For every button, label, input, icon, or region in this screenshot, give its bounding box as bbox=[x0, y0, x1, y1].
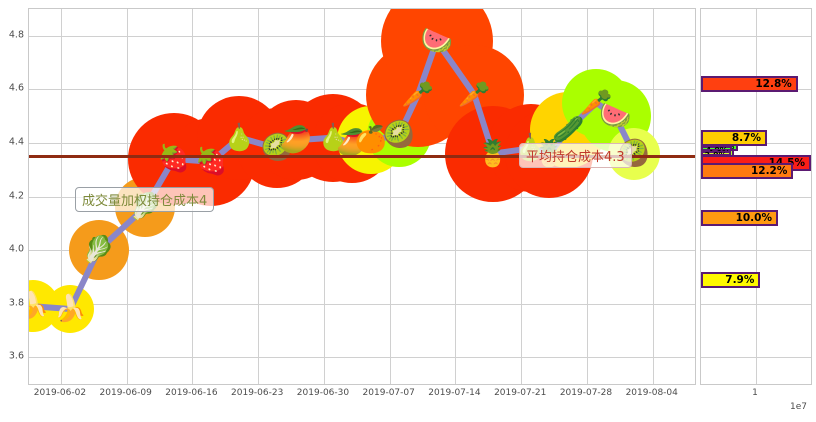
volume-bar: 12.8% bbox=[701, 76, 798, 92]
fruit-marker-mango: 🥭 bbox=[279, 125, 312, 156]
y-tick-label: 3.6 bbox=[8, 350, 24, 362]
volume-bar: 10.0% bbox=[701, 209, 778, 226]
annotation-weighted-cost: 成交量加权持仓成本4 bbox=[75, 187, 215, 212]
fruit-marker-mango: 🥭 bbox=[335, 127, 369, 158]
x-tick-label: 2019-06-30 bbox=[296, 388, 350, 398]
x-tick-label: 2019-07-28 bbox=[559, 388, 613, 398]
volume-axis-exponent: 1e7 bbox=[790, 402, 807, 412]
x-tick-label: 2019-07-14 bbox=[428, 388, 481, 398]
fruit-marker-strawberry: 🍓 bbox=[195, 146, 228, 177]
y-tick-label: 3.8 bbox=[8, 297, 24, 309]
fruit-marker-cucumber: 🥒 bbox=[552, 114, 585, 145]
volume-bar-label: 12.2% bbox=[750, 165, 788, 178]
gridline-v bbox=[652, 9, 654, 384]
gridline-h bbox=[29, 303, 695, 305]
y-tick-label: 4.6 bbox=[8, 82, 24, 94]
volume-bar-label: 7.9% bbox=[725, 273, 755, 286]
fruit-marker-pear: 🍐 bbox=[223, 122, 256, 153]
price-path bbox=[29, 38, 637, 312]
fruit-marker-radish: 🥬 bbox=[82, 235, 115, 266]
gridline-v bbox=[586, 9, 588, 384]
fruit-marker-carrot: 🥕 bbox=[458, 79, 491, 110]
fruit-marker-pineapple: 🍍 bbox=[476, 138, 510, 169]
volume-bar: 8.7% bbox=[701, 129, 767, 146]
gridline-h bbox=[29, 35, 695, 37]
y-tick-label: 4.4 bbox=[8, 136, 24, 148]
gridline-v bbox=[323, 9, 325, 384]
gridline-v bbox=[258, 9, 260, 384]
x-tick-label: 2019-06-23 bbox=[231, 388, 284, 398]
volume-bar: 12.2% bbox=[701, 163, 794, 180]
x-tick-label: 2019-07-21 bbox=[494, 388, 547, 398]
volume-bar-label: 8.7% bbox=[731, 131, 761, 144]
volume-distribution-panel: 12.8%8.7%4.9%4.0%4.0%3.9%3.8%14.5%12.2%1… bbox=[700, 8, 812, 385]
cost-line bbox=[29, 155, 695, 159]
gridline-h bbox=[29, 357, 695, 359]
fruit-marker-watermelon: 🍉 bbox=[598, 101, 632, 132]
y-tick-label: 4.8 bbox=[8, 29, 24, 41]
fruit-marker-watermelon-slice: 🍉 bbox=[420, 26, 453, 57]
annotation-average-cost: 平均持仓成本4.3 bbox=[519, 143, 632, 168]
gridline-h bbox=[29, 196, 695, 198]
price-plot-area: 🍌🍌🥬🥬🍓🍓🍐🥝🥭🍐🥭🍊🥝🥕🍉🥕🍍🍐🍍🥒🥕🍉🥝 成交量加权持仓成本4 平均持仓成… bbox=[28, 8, 696, 385]
volume-axis-tick: 1 bbox=[752, 388, 758, 398]
gridline-h bbox=[29, 89, 695, 91]
x-tick-label: 2019-08-04 bbox=[625, 388, 678, 398]
volume-bar-label: 12.8% bbox=[755, 78, 792, 90]
fruit-marker-carrot: 🥕 bbox=[580, 87, 613, 118]
volume-bar: 7.9% bbox=[701, 271, 761, 288]
gridline-v bbox=[60, 9, 62, 384]
y-tick-label: 4.2 bbox=[8, 190, 24, 201]
fruit-marker-persimmon: 🍊 bbox=[354, 125, 388, 156]
x-tick-label: 2019-07-07 bbox=[362, 388, 415, 398]
gridline-v bbox=[389, 9, 391, 384]
volume-gridline-v bbox=[756, 9, 757, 384]
fruit-marker-strawberry: 🍓 bbox=[157, 144, 190, 174]
gridline-v bbox=[521, 9, 523, 384]
fruit-marker-bananas: 🍌 bbox=[54, 294, 87, 324]
y-tick-label: 4.0 bbox=[8, 243, 24, 255]
volume-bar-label: 10.0% bbox=[735, 211, 772, 224]
fruit-marker-kiwi: 🥝 bbox=[382, 119, 416, 150]
gridline-v bbox=[455, 9, 457, 384]
x-tick-label: 2019-06-02 bbox=[33, 388, 87, 398]
x-tick-label: 2019-06-09 bbox=[99, 388, 152, 398]
fruit-marker-pear: 🍐 bbox=[317, 122, 350, 153]
fruit-marker-carrot: 🥕 bbox=[401, 79, 435, 110]
gridline-h bbox=[29, 250, 695, 252]
x-tick-label: 2019-06-16 bbox=[165, 388, 218, 398]
fruit-marker-bananas: 🍌 bbox=[29, 293, 49, 319]
